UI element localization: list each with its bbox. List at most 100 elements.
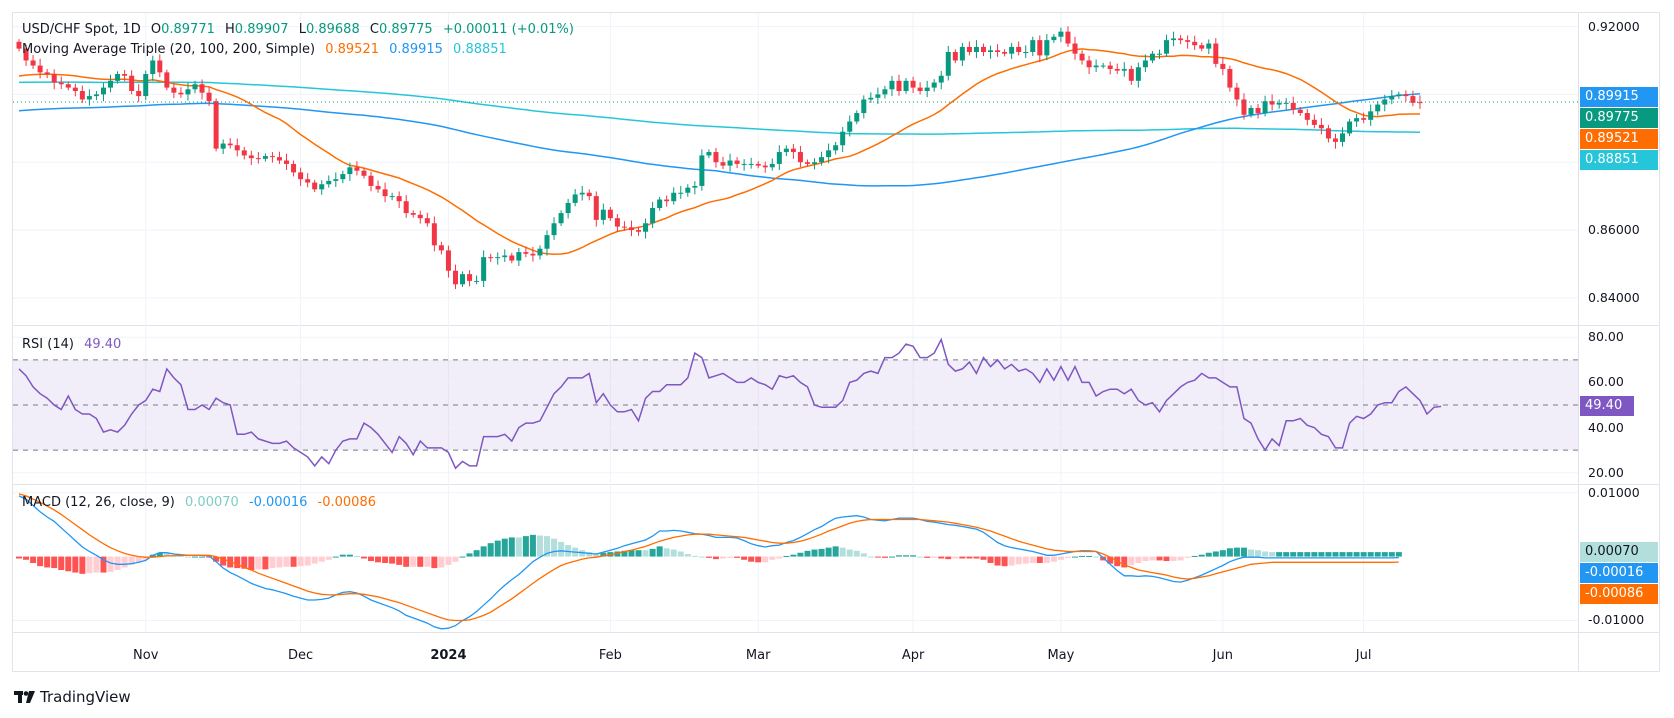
macd-histogram-bar [593, 553, 600, 557]
macd-histogram-bar [255, 556, 262, 570]
macd-histogram-bar [213, 556, 220, 562]
macd-histogram-bar [37, 556, 44, 567]
candle-body [544, 235, 550, 249]
candle-body [248, 155, 254, 159]
candle-body [1002, 52, 1008, 54]
macd-histogram-bar [670, 549, 677, 557]
candle-body [790, 148, 796, 153]
candle-body [227, 143, 233, 146]
macd-histogram-bar [1064, 556, 1071, 558]
candle-body [136, 91, 142, 97]
macd-histogram-bar [1156, 556, 1163, 561]
candle-body [1311, 119, 1317, 125]
x-tick-label: May [1047, 648, 1075, 663]
candle-body [1269, 101, 1275, 105]
rsi-tick-label: 40.00 [1588, 419, 1624, 435]
candle-body [643, 223, 649, 232]
candle-body [516, 252, 522, 261]
macd-histogram-bar [1001, 556, 1008, 567]
rsi-tick-label: 20.00 [1588, 464, 1624, 480]
macd-histogram-bar [403, 556, 410, 567]
candle-body [875, 94, 881, 98]
macd-histogram-bar [1360, 552, 1367, 557]
ma100-value: 0.89915 [389, 42, 443, 57]
macd-histogram-bar [206, 556, 213, 558]
price-tick-label: 0.86000 [1588, 222, 1640, 238]
macd-histogram-bar [311, 556, 318, 564]
candle-body [572, 194, 578, 203]
candle-body [1058, 31, 1064, 37]
candle-body [171, 87, 177, 93]
candle-body [206, 92, 212, 102]
high-value: 0.89907 [234, 22, 289, 37]
macd-badge: -0.00016 [1580, 563, 1658, 584]
brand-name: TradingView [40, 688, 131, 706]
candle-body [621, 226, 627, 228]
low-label: L0.89688 [298, 22, 360, 37]
macd-histogram-bar [804, 550, 811, 557]
x-tick-label: Jul [1355, 648, 1372, 663]
macd-histogram-bar [16, 556, 22, 559]
macd-histogram-bar [1072, 556, 1078, 558]
candle-body [748, 163, 754, 165]
macd-histogram-bar [1029, 556, 1036, 563]
candle-body [600, 209, 606, 220]
x-tick-label: Dec [288, 648, 314, 663]
candle-body [783, 148, 789, 153]
candle-body [586, 192, 592, 197]
x-tick-label: Nov [133, 648, 159, 663]
candle-body [1121, 68, 1127, 71]
macd-histogram-bar [30, 556, 37, 563]
ma-label: Moving Average Triple (20, 100, 200, Sim… [22, 42, 316, 57]
candle-body [424, 218, 430, 224]
candle-body [58, 82, 64, 85]
candle-body [1403, 94, 1409, 97]
candle-body [1206, 43, 1212, 49]
macd-histogram-bar [783, 555, 790, 557]
macd-histogram-bar [199, 556, 206, 558]
candle-body [284, 160, 290, 164]
ma100-line [18, 93, 1421, 187]
macd-histogram-bar [698, 556, 705, 558]
open-value: 0.89771 [161, 22, 215, 37]
candle-body [1332, 138, 1338, 142]
candle-body [889, 80, 895, 90]
macd-histogram-bar [1395, 552, 1402, 557]
macd-histogram-bar [508, 537, 515, 557]
macd-histogram-bar [473, 550, 480, 557]
macd-histogram-bar [1191, 555, 1198, 557]
candle-body [312, 182, 318, 190]
macd-histogram-bar [853, 550, 860, 557]
candle-body [1023, 52, 1029, 53]
x-tick-label: Apr [901, 648, 925, 663]
macd-histogram-bar [924, 556, 931, 558]
candle-body [995, 50, 1001, 52]
macd-histogram-bar [360, 556, 367, 559]
macd-histogram-bar [501, 538, 508, 557]
candle-body [931, 82, 937, 88]
candle-body [924, 87, 930, 91]
macd-histogram-bar [1262, 551, 1269, 557]
macd-histogram-bar [586, 552, 593, 557]
candle-body [1079, 53, 1085, 61]
candle-body [1375, 104, 1381, 112]
macd-line-value: -0.00016 [248, 495, 308, 510]
macd-histogram-bar [346, 554, 353, 557]
price-badge: 0.89521 [1580, 129, 1658, 150]
candle-body [1171, 38, 1177, 41]
price-badge: 0.89915 [1580, 87, 1658, 108]
macd-histogram-bar [1240, 547, 1247, 557]
tradingview-brand[interactable]: TradingView [14, 688, 131, 706]
candle-body [896, 80, 902, 91]
macd-histogram-bar [480, 546, 487, 557]
candle-body [1396, 94, 1402, 97]
macd-histogram-bar [128, 556, 135, 565]
ma200-value: 0.88851 [453, 42, 507, 57]
macd-histogram-bar [1170, 556, 1177, 562]
candle-body [861, 99, 867, 114]
tradingview-logo-icon [14, 691, 35, 703]
candle-body [727, 160, 733, 166]
macd-histogram-bar [51, 556, 58, 569]
macd-histogram-bar [1022, 556, 1029, 564]
